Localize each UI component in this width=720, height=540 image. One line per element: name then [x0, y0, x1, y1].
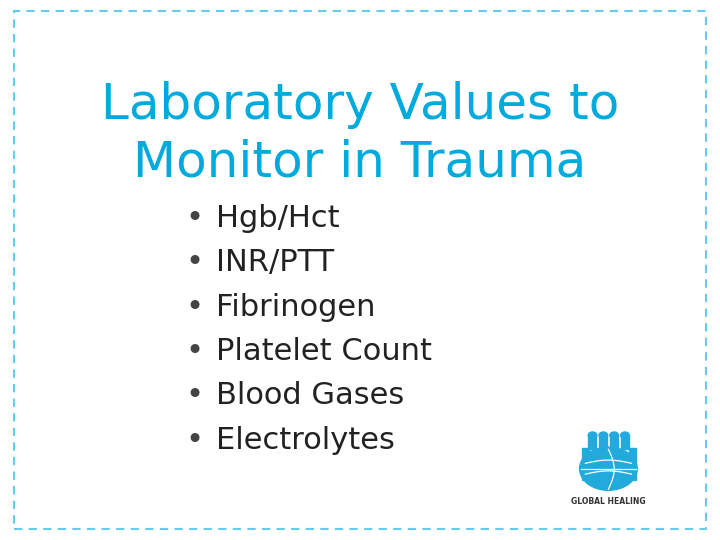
- Text: •: •: [185, 426, 204, 455]
- Circle shape: [599, 432, 608, 438]
- Bar: [599, 435, 607, 449]
- Text: Blood Gases: Blood Gases: [216, 381, 404, 410]
- Bar: [629, 448, 636, 480]
- Circle shape: [588, 432, 597, 438]
- Text: •: •: [185, 248, 204, 278]
- Text: •: •: [185, 204, 204, 233]
- Bar: [582, 448, 589, 480]
- Circle shape: [610, 432, 618, 438]
- Text: •: •: [185, 293, 204, 322]
- Text: Electrolytes: Electrolytes: [216, 426, 395, 455]
- Text: •: •: [185, 381, 204, 410]
- Circle shape: [580, 447, 637, 490]
- Text: Fibrinogen: Fibrinogen: [216, 293, 376, 322]
- Text: INR/PTT: INR/PTT: [216, 248, 334, 278]
- Bar: [588, 435, 596, 449]
- Bar: [621, 435, 629, 449]
- Bar: [610, 435, 618, 449]
- Text: Platelet Count: Platelet Count: [216, 337, 432, 366]
- Text: GLOBAL HEALING: GLOBAL HEALING: [571, 497, 646, 506]
- Text: Laboratory Values to
Monitor in Trauma: Laboratory Values to Monitor in Trauma: [101, 81, 619, 186]
- Text: Hgb/Hct: Hgb/Hct: [216, 204, 340, 233]
- Text: •: •: [185, 337, 204, 366]
- Circle shape: [621, 432, 629, 438]
